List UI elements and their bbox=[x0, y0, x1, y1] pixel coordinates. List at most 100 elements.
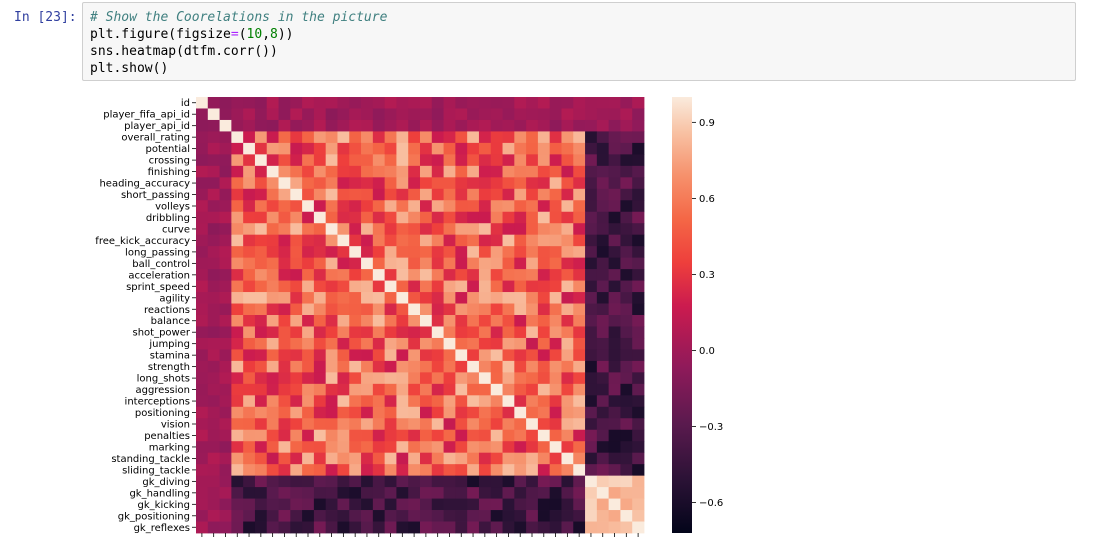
heatmap-cell bbox=[313, 372, 327, 385]
heatmap-cell bbox=[325, 257, 338, 270]
heatmap-cell bbox=[372, 315, 386, 327]
heatmap-cell bbox=[408, 188, 421, 201]
heatmap-cell bbox=[608, 510, 621, 522]
heatmap-cell bbox=[290, 418, 303, 431]
heatmap-cell bbox=[549, 200, 562, 213]
heatmap-cell bbox=[243, 269, 256, 281]
heatmap-cell bbox=[361, 487, 374, 499]
heatmap-cell bbox=[443, 177, 456, 190]
heatmap-cell bbox=[608, 349, 621, 362]
heatmap-cell bbox=[231, 211, 244, 224]
heatmap-cell bbox=[207, 223, 220, 236]
heatmap-cell bbox=[361, 177, 374, 190]
heatmap-cell bbox=[573, 510, 586, 522]
heatmap-cell bbox=[549, 475, 562, 488]
heatmap-cell bbox=[396, 246, 409, 259]
code-editor[interactable]: # Show the Coorelations in the picture p… bbox=[82, 2, 1076, 81]
heatmap-cell bbox=[549, 349, 562, 362]
heatmap-cell bbox=[502, 349, 515, 362]
heatmap-cell bbox=[455, 315, 468, 327]
heatmap-cell bbox=[266, 395, 279, 408]
heatmap-cell bbox=[372, 108, 386, 121]
heatmap-cell bbox=[408, 223, 421, 236]
heatmap-cell bbox=[478, 487, 492, 499]
heatmap-cell bbox=[337, 475, 350, 488]
heatmap-cell bbox=[443, 292, 456, 304]
heatmap-cell bbox=[549, 315, 562, 327]
heatmap-cell bbox=[196, 429, 209, 442]
heatmap-cell bbox=[408, 177, 421, 190]
heatmap-cell bbox=[313, 188, 327, 201]
heatmap-cell bbox=[196, 510, 209, 522]
heatmap-cell bbox=[490, 303, 503, 316]
heatmap-cell bbox=[302, 303, 315, 316]
heatmap-cell bbox=[561, 429, 574, 442]
heatmap-cell bbox=[526, 475, 539, 488]
heatmap-cell bbox=[219, 108, 232, 121]
heatmap-cell bbox=[632, 315, 645, 327]
heatmap-cell bbox=[467, 257, 480, 270]
heatmap-cell bbox=[514, 337, 527, 350]
heatmap-cell bbox=[431, 303, 444, 316]
heatmap-cell bbox=[361, 510, 374, 522]
heatmap-cell bbox=[431, 177, 444, 190]
heatmap-cell bbox=[585, 269, 598, 281]
heatmap-cell bbox=[561, 223, 574, 236]
heatmap-cell bbox=[585, 372, 598, 385]
row-label: long_shots bbox=[137, 374, 190, 385]
heatmap-cell bbox=[455, 108, 468, 121]
heatmap-cell bbox=[608, 119, 621, 132]
code-cell[interactable]: In [23]: # Show the Coorelations in the … bbox=[0, 0, 1093, 90]
heatmap-cell bbox=[349, 510, 362, 522]
heatmap-cell bbox=[537, 211, 551, 224]
heatmap-cell bbox=[455, 211, 468, 224]
heatmap-cell bbox=[349, 326, 362, 339]
heatmap-cell bbox=[526, 303, 539, 316]
heatmap-cell bbox=[514, 188, 527, 201]
heatmap-cell bbox=[361, 97, 374, 109]
heatmap-cell bbox=[196, 372, 209, 385]
heatmap-cell bbox=[325, 418, 338, 431]
heatmap-cell bbox=[514, 429, 527, 442]
heatmap-cell bbox=[231, 395, 244, 408]
heatmap-cell bbox=[514, 349, 527, 362]
heatmap-cell bbox=[243, 360, 256, 373]
heatmap-cell bbox=[596, 200, 610, 213]
row-labels: idplayer_fifa_api_idplayer_api_idoverall… bbox=[95, 98, 196, 534]
heatmap-cell bbox=[431, 315, 444, 327]
heatmap-cell bbox=[467, 337, 480, 350]
heatmap-cell bbox=[561, 452, 574, 465]
heatmap-cell bbox=[467, 418, 480, 431]
heatmap-cell bbox=[431, 97, 444, 109]
heatmap-cell bbox=[420, 165, 433, 178]
heatmap-cell bbox=[384, 315, 397, 327]
heatmap-cell bbox=[349, 475, 362, 488]
colorbar-tick-label: 0.9 bbox=[699, 118, 715, 129]
heatmap-cell bbox=[231, 200, 244, 213]
heatmap-cell bbox=[231, 246, 244, 259]
cell-output: id player_fifa_api_id player_api_id overall… bbox=[82, 93, 1076, 541]
heatmap-cell bbox=[443, 200, 456, 213]
heatmap-cell bbox=[443, 395, 456, 408]
row-label: overall_rating bbox=[121, 133, 190, 144]
heatmap-cell bbox=[620, 280, 633, 293]
heatmap-cell bbox=[207, 177, 220, 190]
heatmap-cell bbox=[455, 349, 468, 362]
heatmap-cell bbox=[408, 487, 421, 499]
heatmap-cell bbox=[337, 464, 350, 477]
heatmap-cell bbox=[337, 326, 350, 339]
heatmap-cell bbox=[620, 498, 633, 511]
heatmap-cell bbox=[620, 521, 633, 534]
heatmap-cell bbox=[231, 475, 244, 488]
heatmap-cell bbox=[196, 177, 209, 190]
heatmap-cell bbox=[396, 383, 409, 396]
heatmap-cell bbox=[596, 108, 610, 121]
heatmap-cell bbox=[561, 349, 574, 362]
heatmap-cell bbox=[573, 372, 586, 385]
heatmap-cell bbox=[361, 142, 374, 155]
heatmap-cell bbox=[561, 292, 574, 304]
heatmap-cell bbox=[254, 246, 268, 259]
heatmap-cell bbox=[302, 475, 315, 488]
heatmap-cell bbox=[207, 234, 220, 247]
heatmap-cell bbox=[561, 154, 574, 167]
